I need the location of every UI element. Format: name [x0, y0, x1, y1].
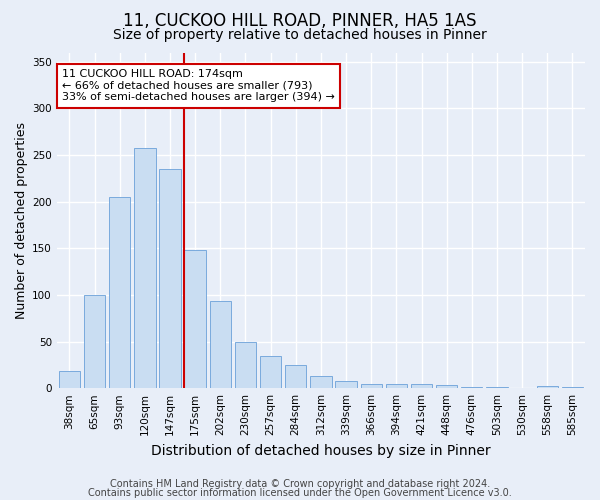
- Text: Contains public sector information licensed under the Open Government Licence v3: Contains public sector information licen…: [88, 488, 512, 498]
- Bar: [536, 386, 558, 388]
- Bar: [486, 387, 508, 388]
- Bar: [209, 302, 231, 388]
- Bar: [134, 148, 155, 388]
- Text: 11 CUCKOO HILL ROAD: 174sqm
← 66% of detached houses are smaller (793)
33% of se: 11 CUCKOO HILL ROAD: 174sqm ← 66% of det…: [62, 70, 335, 102]
- Bar: [562, 387, 583, 388]
- Bar: [235, 342, 256, 388]
- Bar: [436, 386, 457, 388]
- Bar: [361, 384, 382, 388]
- Bar: [184, 250, 206, 388]
- Text: 11, CUCKOO HILL ROAD, PINNER, HA5 1AS: 11, CUCKOO HILL ROAD, PINNER, HA5 1AS: [123, 12, 477, 30]
- Text: Contains HM Land Registry data © Crown copyright and database right 2024.: Contains HM Land Registry data © Crown c…: [110, 479, 490, 489]
- Bar: [109, 197, 130, 388]
- Bar: [386, 384, 407, 388]
- Bar: [310, 376, 332, 388]
- Bar: [461, 387, 482, 388]
- Text: Size of property relative to detached houses in Pinner: Size of property relative to detached ho…: [113, 28, 487, 42]
- Bar: [59, 372, 80, 388]
- Y-axis label: Number of detached properties: Number of detached properties: [15, 122, 28, 319]
- X-axis label: Distribution of detached houses by size in Pinner: Distribution of detached houses by size …: [151, 444, 491, 458]
- Bar: [84, 295, 105, 388]
- Bar: [159, 169, 181, 388]
- Bar: [411, 384, 432, 388]
- Bar: [335, 380, 357, 388]
- Bar: [285, 365, 307, 388]
- Bar: [260, 356, 281, 388]
